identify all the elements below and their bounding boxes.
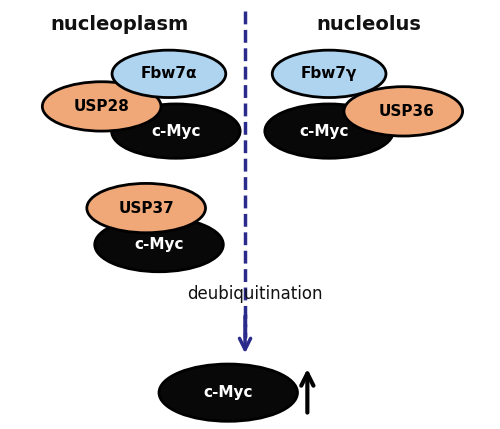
Ellipse shape	[42, 82, 161, 131]
Ellipse shape	[94, 218, 224, 272]
Text: USP37: USP37	[118, 201, 174, 216]
Text: Fbw7γ: Fbw7γ	[301, 66, 358, 82]
Text: deubiquitination: deubiquitination	[187, 285, 322, 303]
Ellipse shape	[159, 364, 298, 421]
Text: nucleolus: nucleolus	[316, 15, 421, 34]
Text: c-Myc: c-Myc	[151, 124, 200, 139]
Ellipse shape	[87, 184, 206, 233]
Text: USP28: USP28	[74, 99, 130, 114]
Text: c-Myc: c-Myc	[204, 385, 253, 400]
Text: c-Myc: c-Myc	[134, 237, 184, 252]
Text: nucleoplasm: nucleoplasm	[50, 15, 188, 34]
Text: c-Myc: c-Myc	[300, 124, 349, 139]
Ellipse shape	[272, 50, 386, 97]
Ellipse shape	[265, 104, 394, 158]
Text: Fbw7α: Fbw7α	[140, 66, 197, 82]
Ellipse shape	[112, 50, 226, 97]
Ellipse shape	[112, 104, 240, 158]
Text: USP36: USP36	[378, 104, 434, 119]
Ellipse shape	[344, 87, 463, 136]
